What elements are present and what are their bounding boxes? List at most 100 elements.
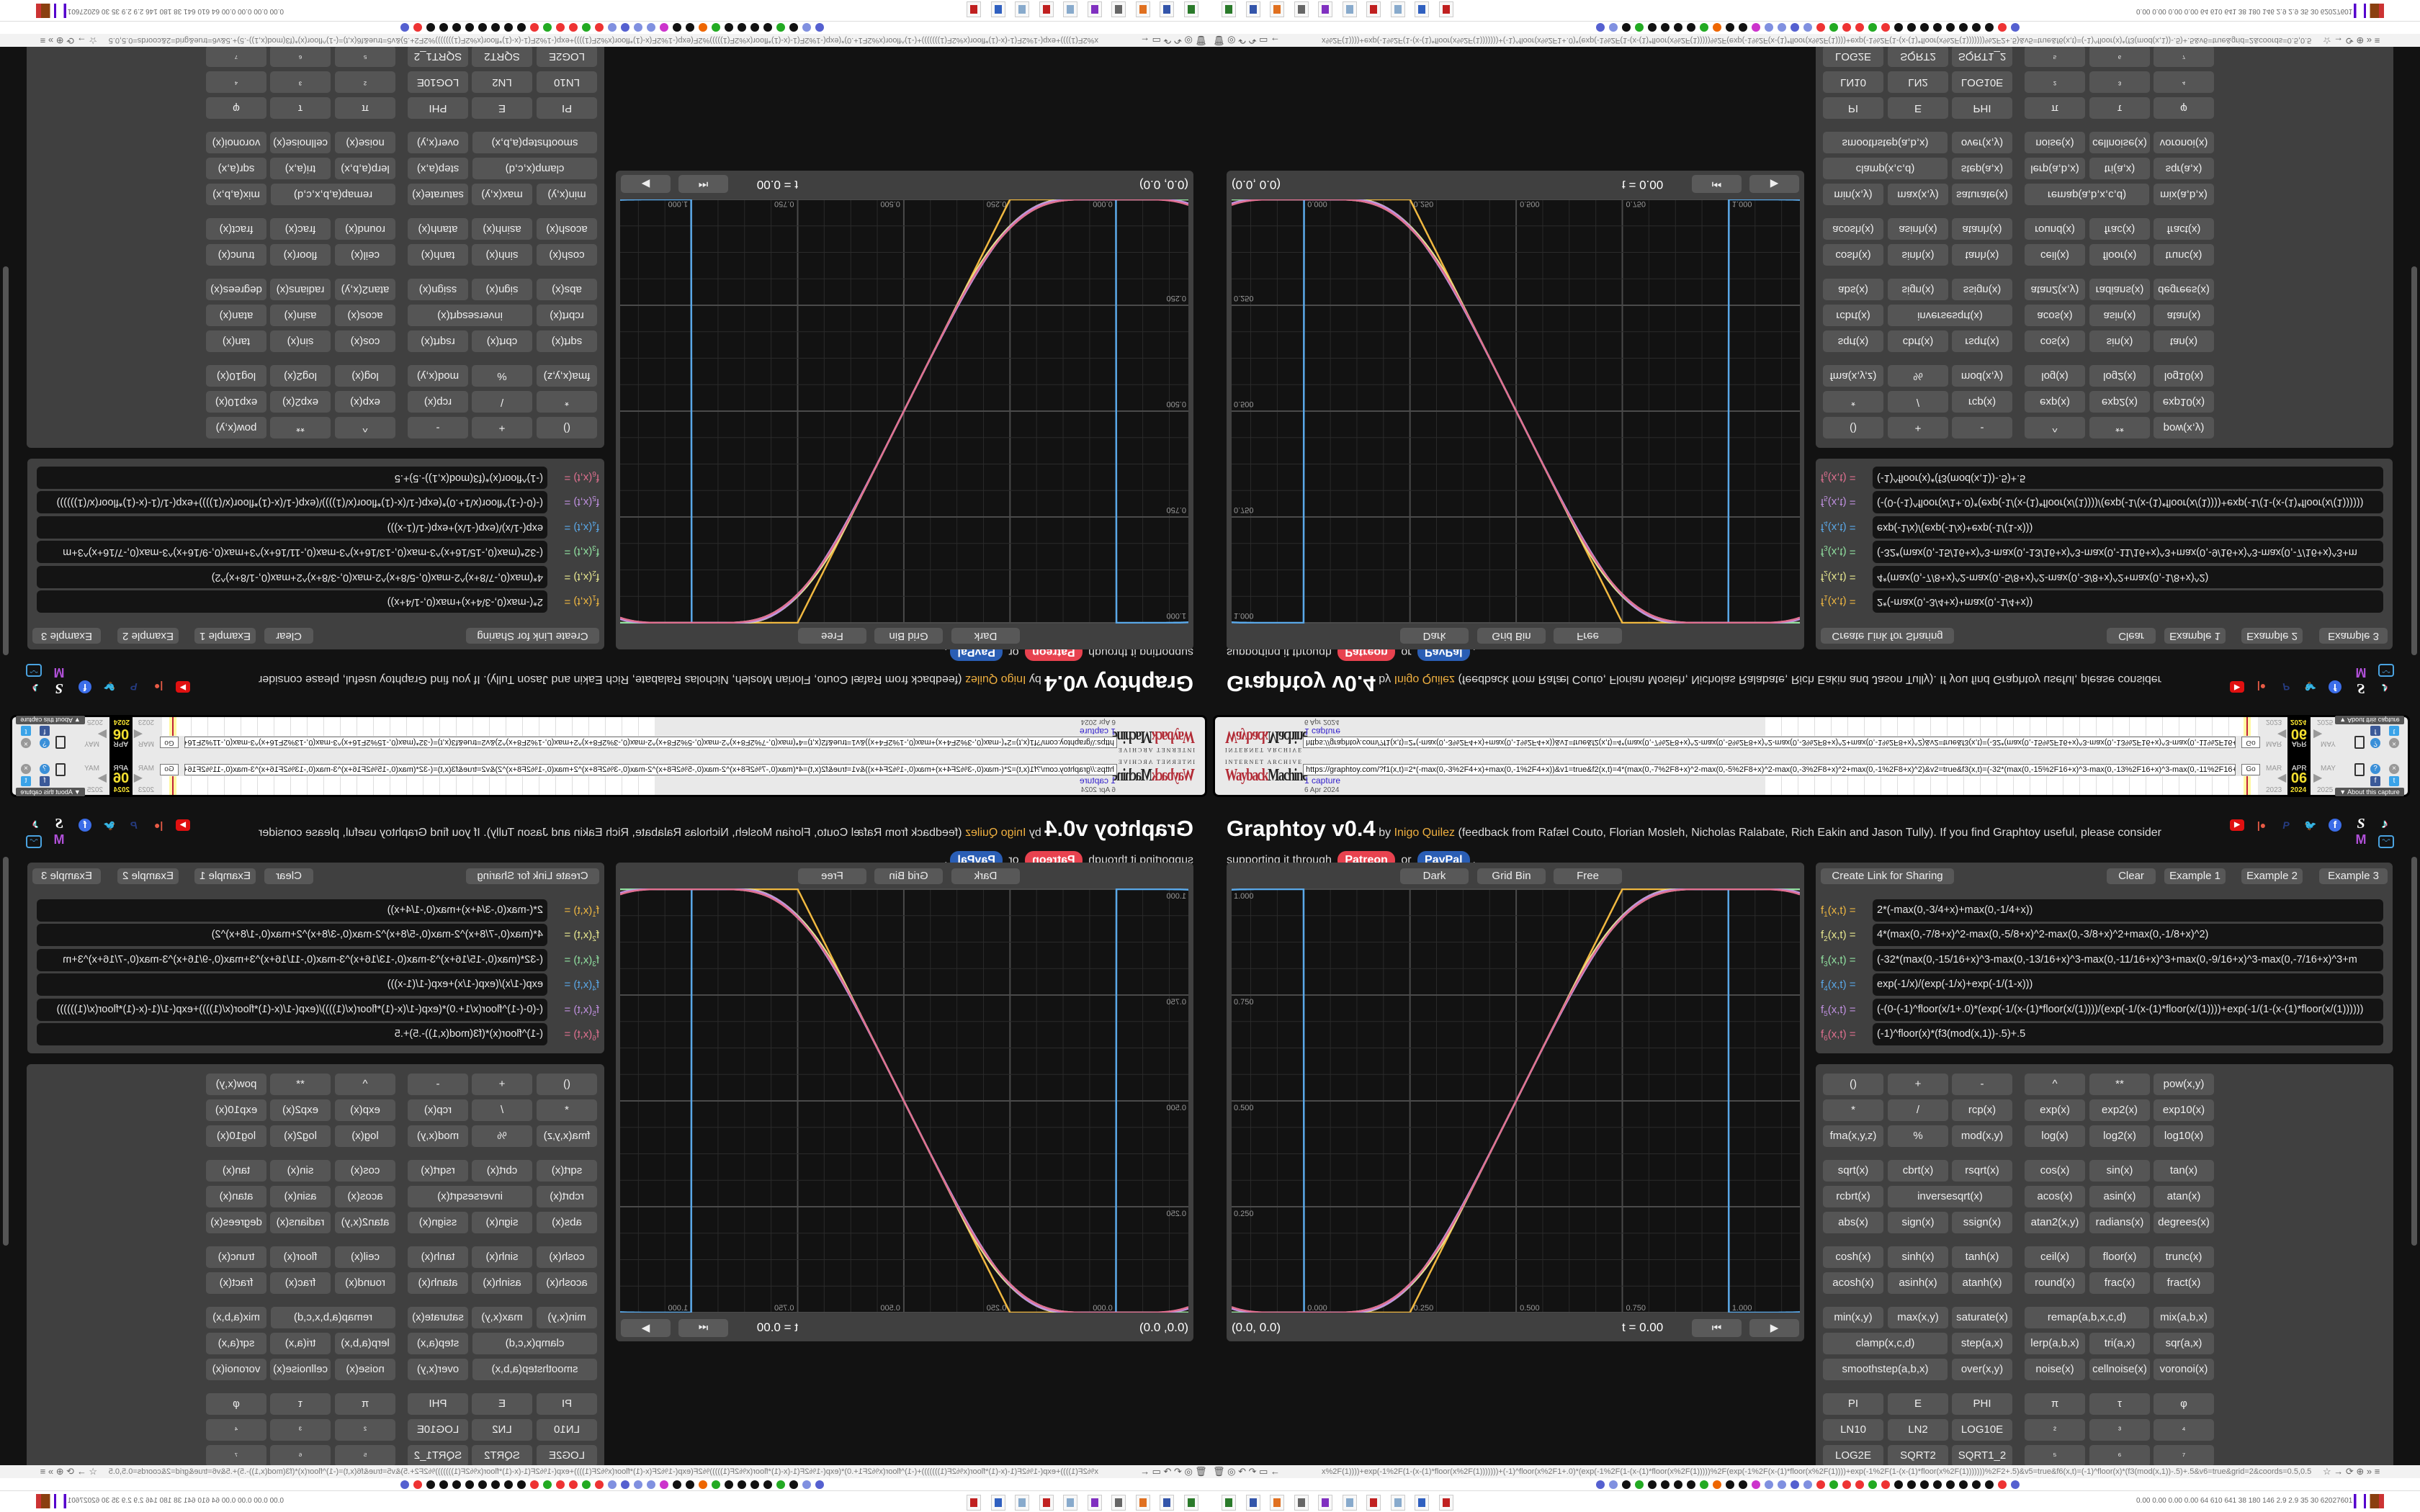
screenshot-icon[interactable] <box>55 736 66 749</box>
bookmark-icon[interactable] <box>660 23 668 32</box>
bookmark-icon[interactable] <box>504 23 513 32</box>
twitter-share-icon[interactable]: t <box>21 726 31 736</box>
graph-plot[interactable]: 0.000 0.250 0.500 0.750 1.000 0.250 0.500 0.750… <box>1232 199 1800 624</box>
keypad-button[interactable]: tri(a,x) <box>2089 1333 2150 1354</box>
about-capture-button[interactable]: ▼ About this capture <box>2335 788 2404 796</box>
bookmark-icon[interactable] <box>400 1480 409 1489</box>
keypad-button[interactable]: tan(x) <box>2154 1160 2214 1182</box>
keypad-button[interactable]: ³ <box>270 71 331 93</box>
keypad-button[interactable]: % <box>1888 1125 1948 1147</box>
keypad-button[interactable]: asin(x) <box>2089 1186 2150 1207</box>
next-arrow-icon[interactable]: ▶ <box>2313 728 2323 740</box>
taskbar-app-icon[interactable] <box>1342 1 1357 17</box>
bookmark-icon[interactable] <box>1635 23 1644 32</box>
paypal-icon[interactable]: P <box>130 819 138 831</box>
taskbar-app-icon[interactable] <box>1270 1 1284 17</box>
keypad-button[interactable]: SQRT1_2 <box>408 1445 468 1467</box>
keypad-button[interactable]: sinh(x) <box>472 1246 532 1268</box>
keypad-button[interactable]: % <box>472 365 532 387</box>
keypad-button[interactable]: exp2(x) <box>270 1099 331 1121</box>
prev-arrow-icon[interactable]: ◀ <box>2277 728 2287 740</box>
bookmark-icon[interactable] <box>1868 1480 1877 1489</box>
grid-bin-button[interactable]: Grid Bin <box>874 868 943 884</box>
keypad-button[interactable]: atan(x) <box>2154 1186 2214 1207</box>
browser-action-icons[interactable]: ☆ → ⟳ ⊕ » ≡ <box>40 35 97 46</box>
keypad-button[interactable]: inversesqrt(x) <box>408 1186 532 1207</box>
taskbar-app-icon[interactable] <box>1039 1 1054 17</box>
year-prev[interactable]: 2023 <box>138 786 154 794</box>
keypad-button[interactable]: exp(x) <box>335 391 395 413</box>
keypad-button[interactable]: cos(x) <box>335 1160 395 1182</box>
keypad-button[interactable]: fma(x,y,z) <box>1823 365 1883 387</box>
keypad-button[interactable]: π <box>335 97 395 119</box>
keypad-button[interactable]: LOG10E <box>1952 1419 2012 1441</box>
keypad-button[interactable]: LN10 <box>1823 71 1883 93</box>
taskbar-app-icon[interactable] <box>1415 1495 1429 1511</box>
bookmark-icon[interactable] <box>634 1480 642 1489</box>
keypad-button[interactable]: asinh(x) <box>1888 218 1948 240</box>
bookmark-icon[interactable] <box>1868 23 1877 32</box>
bookmark-icon[interactable] <box>725 23 733 32</box>
keypad-button[interactable]: sqr(a,x) <box>206 1333 266 1354</box>
bookmark-icon[interactable] <box>1739 23 1747 32</box>
keypad-button[interactable]: ssign(x) <box>1952 279 2012 300</box>
keypad-button[interactable]: exp2(x) <box>270 391 331 413</box>
keypad-button[interactable]: mod(x,y) <box>1952 365 2012 387</box>
example-2-button[interactable]: Example 2 <box>117 628 179 644</box>
keypad-button[interactable]: - <box>1952 1074 2012 1095</box>
keypad-button[interactable]: * <box>537 1099 597 1121</box>
bookmark-icon[interactable] <box>1816 23 1825 32</box>
bookmark-icon[interactable] <box>1998 1480 2007 1489</box>
graph-canvas[interactable]: 0.000 0.250 0.500 0.750 1.000 0.250 0.500 0.750… <box>620 888 1188 1313</box>
bookmark-icon[interactable] <box>1713 23 1721 32</box>
bookmark-icon[interactable] <box>582 23 591 32</box>
keypad-button[interactable]: sqrt(x) <box>1823 1160 1883 1182</box>
tiktok-icon[interactable]: ♪ <box>32 681 39 696</box>
bookmark-icon[interactable] <box>1998 23 2007 32</box>
keypad-button[interactable]: ** <box>2089 1074 2150 1095</box>
keypad-button[interactable]: radians(x) <box>2089 1212 2150 1233</box>
bookmark-icon[interactable] <box>1959 1480 1968 1489</box>
keypad-button[interactable]: φ <box>206 97 266 119</box>
keypad-button[interactable]: SQRT2 <box>1888 45 1948 67</box>
next-arrow-icon[interactable]: ▶ <box>97 728 107 740</box>
keypad-button[interactable]: trunc(x) <box>2154 1246 2214 1268</box>
taskbar-app-icon[interactable] <box>967 1495 982 1511</box>
taskbar-app-icon[interactable] <box>1088 1495 1102 1511</box>
free-view-button[interactable]: Free <box>1554 868 1622 884</box>
year-prev[interactable]: 2023 <box>2266 786 2282 794</box>
bookmark-icon[interactable] <box>712 23 720 32</box>
keypad-button[interactable]: ceil(x) <box>335 1246 395 1268</box>
bookmark-icon[interactable] <box>1713 1480 1721 1489</box>
bookmark-icon[interactable] <box>647 1480 655 1489</box>
keypad-button[interactable]: ^ <box>2025 417 2085 438</box>
graph-plot[interactable]: 0.000 0.250 0.500 0.750 1.000 0.250 0.500 0.750… <box>620 888 1188 1313</box>
bookmark-icon[interactable] <box>1972 23 1981 32</box>
keypad-button[interactable]: atan2(x,y) <box>335 279 395 300</box>
taskbar-app-icon[interactable] <box>1160 1495 1175 1511</box>
function-input[interactable]: 2*(-max(0,-3/4+x)+max(0,-1/4+x)) <box>37 590 547 613</box>
example-3-button[interactable]: Example 3 <box>2319 868 2388 884</box>
keypad-button[interactable]: LN10 <box>537 1419 597 1441</box>
keypad-button[interactable]: radians(x) <box>2089 279 2150 300</box>
example-1-button[interactable]: Example 1 <box>2164 628 2226 644</box>
close-icon[interactable]: × <box>21 738 31 748</box>
example-2-button[interactable]: Example 2 <box>2241 868 2303 884</box>
taskbar-app-icon[interactable] <box>1111 1495 1126 1511</box>
facebook-share-icon[interactable]: f <box>2370 776 2380 786</box>
taskbar-app-icon[interactable] <box>1184 1 1198 17</box>
bookmark-icon[interactable] <box>1985 1480 1994 1489</box>
keypad-button[interactable]: log2(x) <box>2089 1125 2150 1147</box>
author-link[interactable]: Inigo Quilez <box>964 827 1026 839</box>
mastodon-icon[interactable]: M <box>53 665 65 680</box>
keypad-button[interactable]: - <box>1952 417 2012 438</box>
keypad-button[interactable]: atan(x) <box>206 305 266 326</box>
keypad-button[interactable]: frac(x) <box>270 1272 331 1294</box>
keypad-button[interactable]: PHI <box>408 1393 468 1415</box>
keypad-button[interactable]: rcp(x) <box>408 1099 468 1121</box>
taskbar-app-icon[interactable] <box>1366 1 1381 17</box>
youtube-icon[interactable]: ▶ <box>2230 819 2244 831</box>
taskbar-app-icon[interactable] <box>1136 1 1150 17</box>
twitter-icon[interactable]: 🐦 <box>103 819 116 831</box>
keypad-button[interactable]: rsqrt(x) <box>1952 330 2012 352</box>
